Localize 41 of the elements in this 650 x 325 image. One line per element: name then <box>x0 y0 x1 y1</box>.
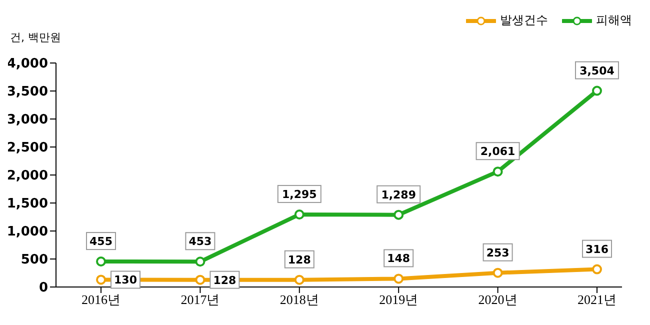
data-label: 455 <box>90 235 112 248</box>
data-label: 1,295 <box>282 188 317 201</box>
point <box>294 209 304 220</box>
point <box>592 264 602 274</box>
data-label: 253 <box>486 246 510 260</box>
x-tick-label: 2017년 <box>180 292 220 308</box>
data-label: 130 <box>114 274 138 287</box>
point <box>394 210 404 220</box>
x-tick-label: 2019년 <box>379 292 418 308</box>
point <box>195 256 206 267</box>
point <box>294 274 304 285</box>
y-tick-label: 0 <box>38 280 48 296</box>
point <box>492 166 503 177</box>
data-label: 1,289 <box>381 188 416 202</box>
data-label: 3,504 <box>580 64 615 78</box>
y-tick-label: 1,000 <box>6 224 48 240</box>
y-tick-label: 3,000 <box>6 112 48 128</box>
x-tick-label: 2021년 <box>578 292 616 308</box>
y-tick-label: 2,000 <box>6 168 48 184</box>
point <box>195 274 206 285</box>
point <box>492 268 503 278</box>
point <box>96 256 106 267</box>
x-tick-label: 2020년 <box>478 292 518 308</box>
data-label: 148 <box>387 252 410 266</box>
y-tick-label: 2,500 <box>6 140 48 156</box>
y-tick-label: 3,500 <box>6 84 48 100</box>
point <box>96 274 106 285</box>
x-tick-label: 2018년 <box>280 292 319 308</box>
legend-label: 피해액 <box>596 12 632 29</box>
data-label: 316 <box>586 242 609 256</box>
point <box>394 274 404 284</box>
y-axis-title: 건, 백만원 <box>10 30 61 45</box>
data-label: 2,061 <box>480 145 516 158</box>
point <box>592 86 602 96</box>
legend-label: 발생건수 <box>500 12 548 29</box>
y-tick-label: 500 <box>20 252 48 268</box>
x-tick-label: 2016년 <box>82 292 120 308</box>
data-label: 128 <box>288 253 311 266</box>
data-label: 453 <box>188 235 212 248</box>
y-tick-label: 1,500 <box>6 196 48 212</box>
data-label: 128 <box>213 274 236 287</box>
